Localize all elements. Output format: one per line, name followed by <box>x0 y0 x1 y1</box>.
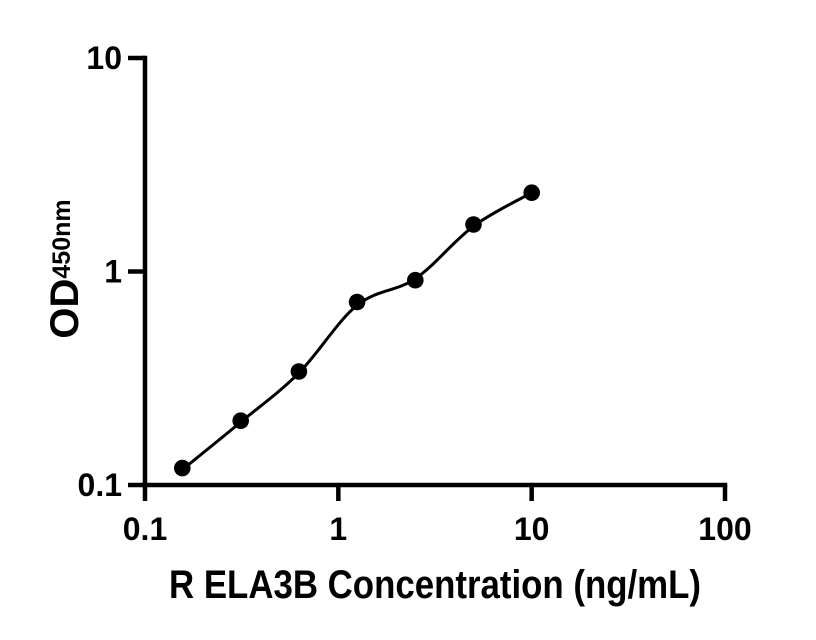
y-axis-tick-labels: 10 1 0.1 <box>78 40 122 503</box>
y-tick-label: 1 <box>104 254 122 290</box>
data-point-marker <box>290 363 308 380</box>
y-axis-title-subscript: 450nm <box>48 199 76 278</box>
data-point-marker <box>465 216 482 233</box>
fit-curve-line <box>181 191 533 471</box>
data-point-marker <box>232 412 249 430</box>
x-tick-label: 0.1 <box>123 511 167 547</box>
y-axis-title-main: OD <box>43 279 87 339</box>
data-point-marker <box>348 293 366 311</box>
x-tick-label: 10 <box>514 511 550 547</box>
axes <box>142 55 728 488</box>
data-point-marker <box>523 184 540 201</box>
x-tick-label: 100 <box>698 511 751 547</box>
y-tick-label: 10 <box>86 40 122 76</box>
x-tick-label: 1 <box>329 511 347 547</box>
data-point-marker <box>407 271 424 289</box>
y-tick-label: 0.1 <box>78 467 122 503</box>
y-axis-ticks <box>128 55 145 488</box>
x-axis-title: R ELA3B Concentration (ng/mL) <box>169 563 701 607</box>
x-axis-tick-labels: 0.1 1 10 100 <box>123 511 752 547</box>
data-point-markers <box>174 184 540 477</box>
x-axis-ticks <box>142 485 728 501</box>
data-point-marker <box>174 459 191 477</box>
y-axis-title: OD450nm <box>43 199 87 338</box>
